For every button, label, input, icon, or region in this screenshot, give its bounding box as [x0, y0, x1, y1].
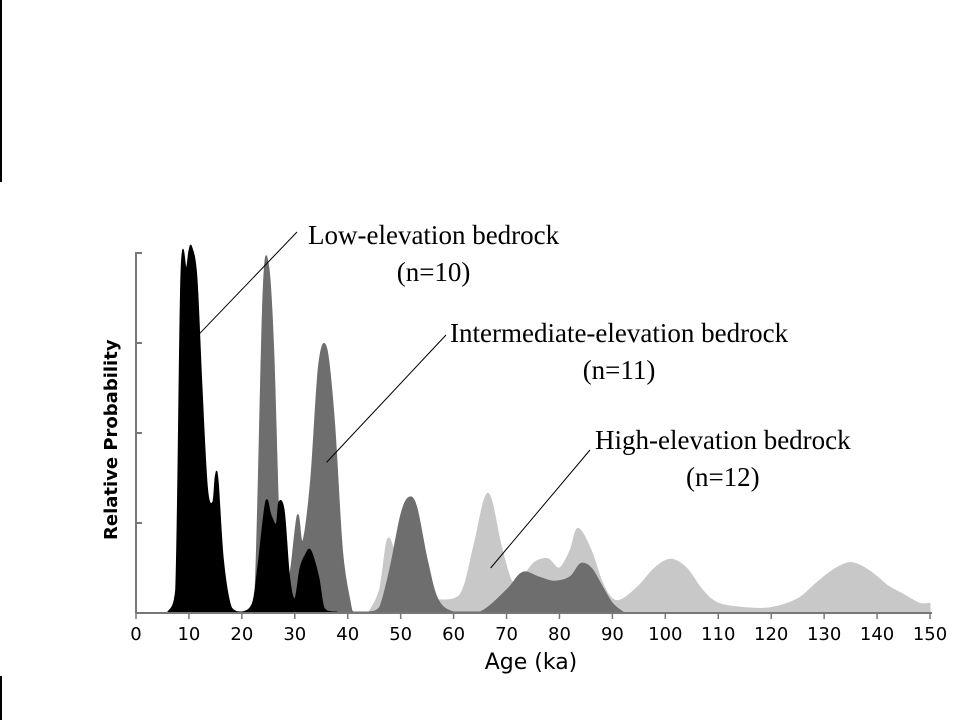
x-tick-label: 50	[389, 624, 412, 645]
x-tick-label: 20	[230, 624, 253, 645]
x-tick-label: 150	[913, 624, 947, 645]
annotation-leader-line	[326, 334, 447, 463]
annotation-high-elevation: High-elevation bedrock (n=12)	[595, 425, 851, 493]
annotation-leader-lines	[193, 231, 591, 569]
left-border-line	[0, 0, 2, 182]
annotation-high-count: (n=12)	[685, 462, 760, 492]
probability-curve-series-3	[167, 244, 338, 613]
annotation-intermediate-elevation: Intermediate-elevation bedrock (n=11)	[450, 318, 788, 386]
annotation-low-title: Low-elevation bedrock	[308, 220, 560, 250]
probability-curve-series-1	[368, 492, 931, 613]
annotation-intermediate-count: (n=11)	[582, 355, 656, 385]
left-border-line-bottom	[0, 676, 2, 720]
x-tick-label: 70	[495, 624, 518, 645]
annotation-intermediate-title: Intermediate-elevation bedrock	[450, 318, 789, 348]
axes: 0 10 20 30 40 50 60 70 80 90 100 110 120 130 140 150 Age…	[130, 252, 947, 675]
x-tick-label: 10	[177, 624, 200, 645]
x-tick-label: 100	[648, 624, 682, 645]
annotation-low-elevation: Low-elevation bedrock (n=10)	[308, 220, 559, 288]
x-tick-label: 120	[754, 624, 788, 645]
x-tick-label: 0	[130, 624, 141, 645]
annotation-leader-line	[193, 231, 298, 340]
x-tick-label: 140	[860, 624, 894, 645]
annotation-leader-line	[490, 449, 591, 569]
x-tick-label: 90	[601, 624, 624, 645]
annotation-low-count: (n=10)	[396, 257, 471, 287]
x-axis-label: Age (ka)	[485, 650, 578, 675]
x-tick-label: 130	[807, 624, 841, 645]
x-tick-label: 80	[548, 624, 571, 645]
x-tick-label: 30	[283, 624, 306, 645]
x-tick-label: 60	[442, 624, 465, 645]
annotation-high-title: High-elevation bedrock	[595, 425, 851, 455]
x-tick-label: 40	[336, 624, 359, 645]
y-axis-label: Relative Probability	[101, 339, 122, 540]
x-tick-label: 110	[701, 624, 735, 645]
